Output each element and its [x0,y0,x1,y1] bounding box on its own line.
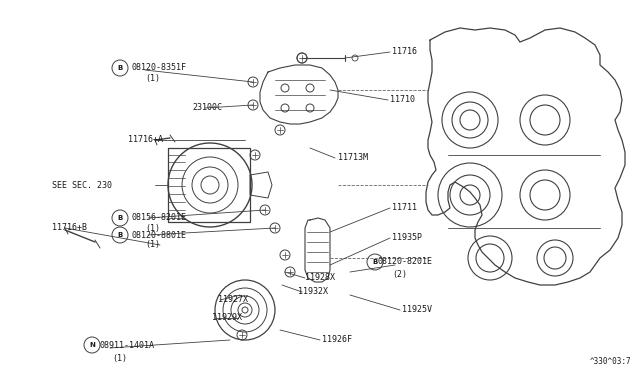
Text: ^330^03:7: ^330^03:7 [590,357,632,366]
Text: B: B [117,215,123,221]
Text: N: N [89,342,95,348]
Text: 08156-8201E: 08156-8201E [132,214,187,222]
Text: (1): (1) [112,353,127,362]
Text: 08120-8801E: 08120-8801E [132,231,187,240]
Text: 11711: 11711 [392,203,417,212]
Text: 11716+B: 11716+B [52,224,87,232]
Text: B: B [117,232,123,238]
Text: (1): (1) [145,224,160,232]
Text: B: B [117,65,123,71]
Text: 11713M: 11713M [338,154,368,163]
Text: 11932X: 11932X [298,288,328,296]
Text: 11716+A: 11716+A [128,135,163,144]
Text: 11929X: 11929X [212,314,242,323]
Text: 08120-8351F: 08120-8351F [132,64,187,73]
Text: SEE SEC. 230: SEE SEC. 230 [52,180,112,189]
Text: 11710: 11710 [390,96,415,105]
Text: 11716: 11716 [392,48,417,57]
Text: 23100C: 23100C [192,103,222,112]
Text: 08911-1401A: 08911-1401A [100,340,155,350]
Text: 11925V: 11925V [402,305,432,314]
Text: (1): (1) [145,241,160,250]
Text: (1): (1) [145,74,160,83]
Text: 11926F: 11926F [322,336,352,344]
Text: 08120-8201E: 08120-8201E [378,257,433,266]
Text: 11927X: 11927X [218,295,248,305]
Text: 11935P: 11935P [392,234,422,243]
Text: (2): (2) [392,270,407,279]
Text: B: B [372,259,378,265]
Text: 11928X: 11928X [305,273,335,282]
